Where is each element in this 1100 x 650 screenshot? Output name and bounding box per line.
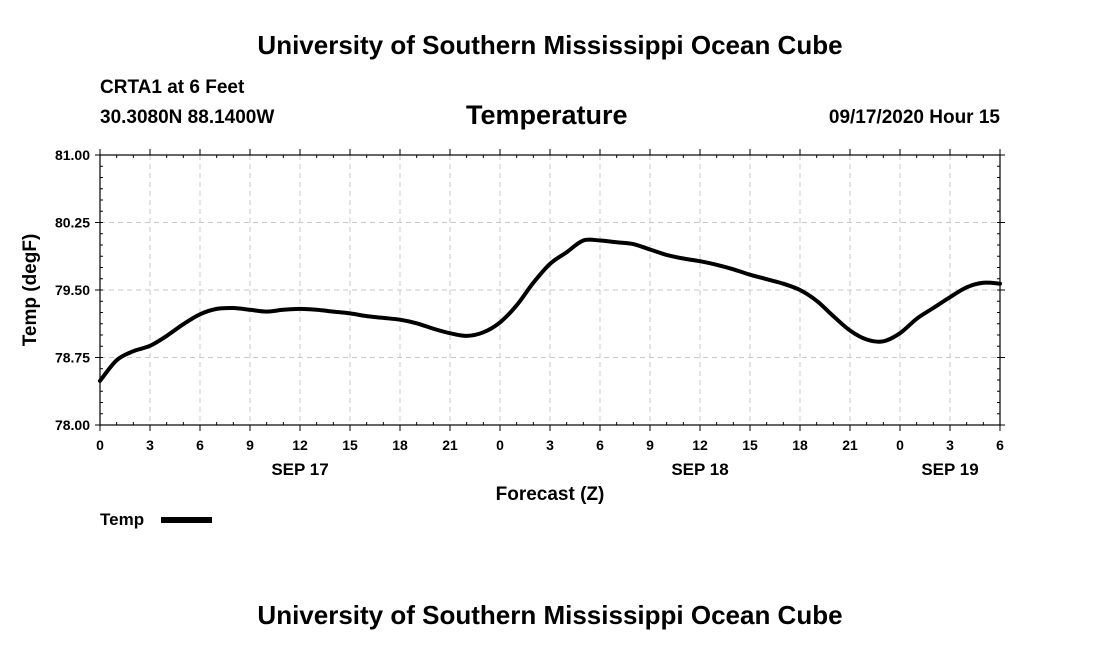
- x-tick-label: 9: [646, 437, 654, 453]
- y-tick-labels: 78.00 78.75 79.50 80.25 81.00: [55, 147, 90, 433]
- page-title: University of Southern Mississippi Ocean…: [257, 30, 843, 60]
- date-labels: SEP 17 SEP 18 SEP 19: [271, 460, 978, 479]
- x-tick-label: 18: [792, 437, 808, 453]
- x-tick-label: 6: [196, 437, 204, 453]
- y-tick-label: 78.75: [55, 350, 90, 366]
- station-coords: 30.3080N 88.1400W: [100, 107, 275, 128]
- series-line-temp: [98, 237, 1002, 383]
- date-label: SEP 17: [271, 460, 328, 479]
- x-axis-title: Forecast (Z): [496, 484, 605, 505]
- x-tick-label: 9: [246, 437, 254, 453]
- legend-swatch: [161, 517, 212, 523]
- y-axis-title: Temp (degF): [20, 234, 41, 347]
- x-tick-label: 3: [146, 437, 154, 453]
- x-tick-label: 12: [692, 437, 708, 453]
- x-tick-label: 0: [96, 437, 104, 453]
- grid-lines: [95, 149, 1005, 431]
- x-tick-label: 6: [596, 437, 604, 453]
- chart-title: Temperature: [466, 100, 628, 130]
- y-tick-label: 79.50: [55, 282, 90, 298]
- x-tick-label: 15: [342, 437, 358, 453]
- date-label: SEP 19: [921, 460, 978, 479]
- x-tick-label: 18: [392, 437, 408, 453]
- x-tick-label: 3: [546, 437, 554, 453]
- x-tick-label: 0: [496, 437, 504, 453]
- y-tick-label: 80.25: [55, 215, 90, 231]
- date-label: SEP 18: [671, 460, 728, 479]
- x-tick-label: 15: [742, 437, 758, 453]
- x-tick-label: 21: [442, 437, 458, 453]
- y-tick-label: 81.00: [55, 147, 90, 163]
- forecast-timestamp: 09/17/2020 Hour 15: [828, 107, 1000, 128]
- x-tick-labels: 0 3 6 9 12 15 18 21 0 3 6 9 12 15 18 21 0 3 6: [96, 437, 1004, 453]
- plot-frame: [99, 154, 1001, 426]
- legend-label: Temp: [100, 510, 144, 529]
- x-tick-label: 0: [896, 437, 904, 453]
- x-tick-label: 6: [996, 437, 1004, 453]
- y-tick-label: 78.00: [55, 417, 90, 433]
- x-tick-label: 3: [946, 437, 954, 453]
- footer-title: University of Southern Mississippi Ocean…: [257, 600, 843, 630]
- station-label: CRTA1 at 6 Feet: [100, 77, 245, 98]
- x-tick-label: 12: [292, 437, 308, 453]
- x-tick-label: 21: [842, 437, 858, 453]
